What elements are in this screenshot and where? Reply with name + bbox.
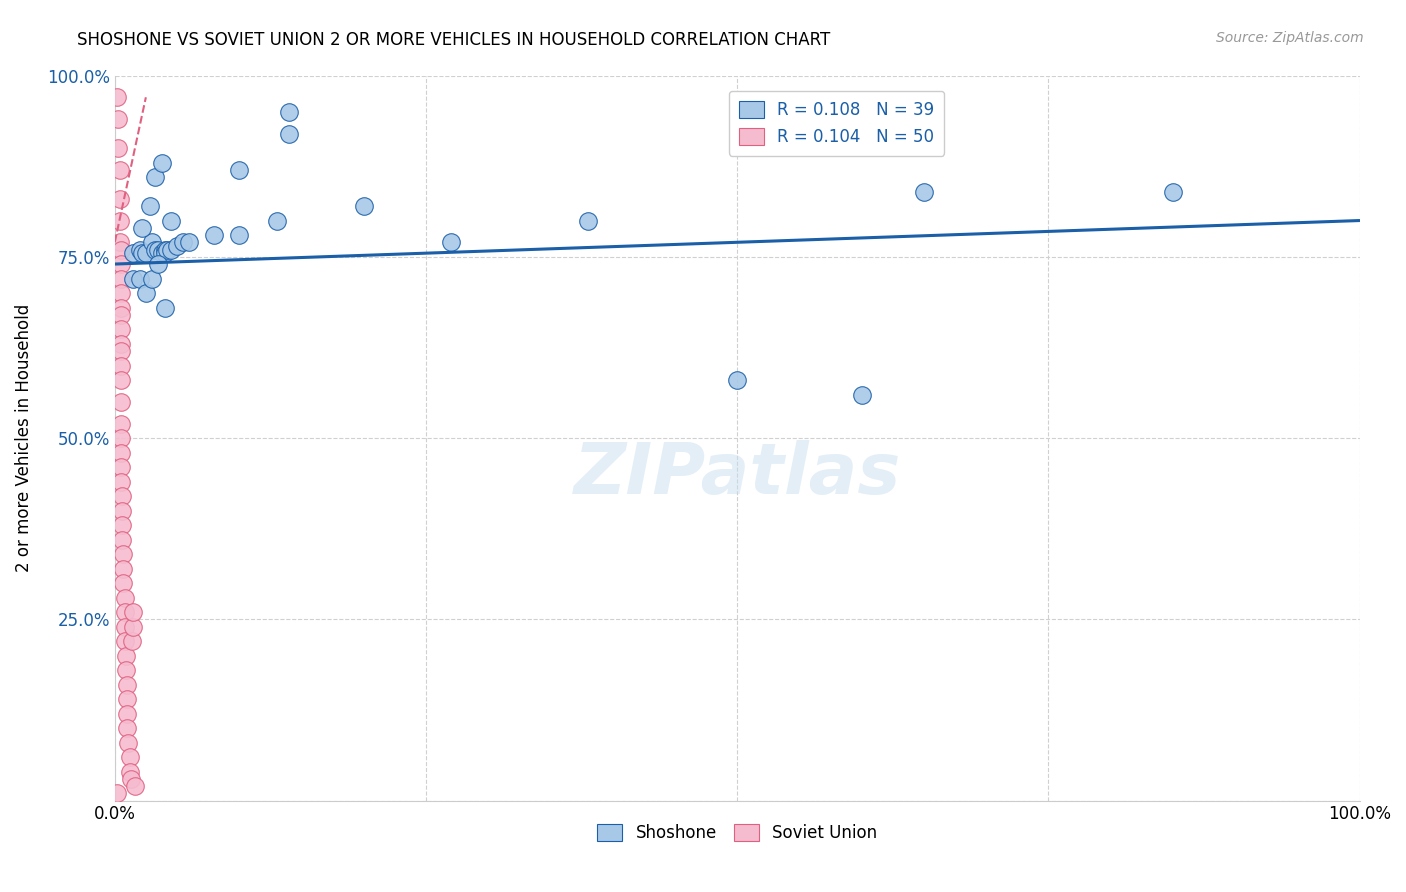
Point bbox=[111, 489, 134, 503]
Legend: R = 0.108   N = 39, R = 0.104   N = 50: R = 0.108 N = 39, R = 0.104 N = 50 bbox=[728, 91, 945, 156]
Point bbox=[111, 533, 134, 547]
Point bbox=[122, 271, 145, 285]
Point bbox=[110, 431, 132, 445]
Point bbox=[131, 220, 153, 235]
Point bbox=[107, 112, 129, 126]
Point bbox=[108, 162, 131, 177]
Point bbox=[115, 721, 138, 735]
Point bbox=[912, 185, 935, 199]
Point bbox=[111, 518, 134, 533]
Point bbox=[159, 243, 181, 257]
Point bbox=[110, 344, 132, 359]
Point bbox=[112, 576, 135, 591]
Point bbox=[112, 561, 135, 575]
Point bbox=[141, 271, 163, 285]
Y-axis label: 2 or more Vehicles in Household: 2 or more Vehicles in Household bbox=[15, 304, 32, 572]
Point bbox=[117, 736, 139, 750]
Point bbox=[110, 475, 132, 489]
Text: ZIPatlas: ZIPatlas bbox=[574, 440, 901, 508]
Point bbox=[576, 213, 599, 227]
Point bbox=[105, 90, 128, 104]
Point bbox=[440, 235, 463, 250]
Point bbox=[110, 417, 132, 431]
Point bbox=[115, 706, 138, 721]
Text: SHOSHONE VS SOVIET UNION 2 OR MORE VEHICLES IN HOUSEHOLD CORRELATION CHART: SHOSHONE VS SOVIET UNION 2 OR MORE VEHIC… bbox=[77, 31, 831, 49]
Point bbox=[118, 764, 141, 779]
Point bbox=[1161, 185, 1184, 199]
Point bbox=[141, 235, 163, 250]
Point bbox=[138, 199, 160, 213]
Point bbox=[278, 104, 301, 119]
Point bbox=[110, 257, 132, 271]
Point bbox=[228, 162, 250, 177]
Point bbox=[115, 663, 138, 677]
Point bbox=[131, 246, 153, 260]
Point bbox=[128, 243, 150, 257]
Point bbox=[115, 648, 138, 663]
Point bbox=[150, 246, 173, 260]
Point bbox=[108, 213, 131, 227]
Point bbox=[122, 246, 145, 260]
Point bbox=[153, 246, 176, 260]
Point bbox=[851, 387, 873, 401]
Point bbox=[124, 779, 146, 793]
Point bbox=[105, 786, 128, 800]
Point bbox=[278, 127, 301, 141]
Point bbox=[112, 547, 135, 561]
Point bbox=[120, 772, 142, 786]
Point bbox=[110, 271, 132, 285]
Point bbox=[122, 619, 145, 633]
Point bbox=[228, 227, 250, 242]
Point bbox=[143, 243, 166, 257]
Point bbox=[110, 286, 132, 301]
Point bbox=[111, 503, 134, 517]
Point bbox=[150, 155, 173, 169]
Point bbox=[153, 243, 176, 257]
Point bbox=[156, 243, 179, 257]
Point bbox=[143, 169, 166, 184]
Point bbox=[159, 213, 181, 227]
Point bbox=[115, 677, 138, 691]
Point bbox=[110, 301, 132, 315]
Point bbox=[153, 301, 176, 315]
Point bbox=[148, 257, 170, 271]
Point bbox=[122, 605, 145, 619]
Point bbox=[148, 243, 170, 257]
Point bbox=[202, 227, 225, 242]
Point bbox=[114, 605, 136, 619]
Point bbox=[108, 192, 131, 206]
Point bbox=[110, 394, 132, 409]
Point bbox=[110, 322, 132, 336]
Point bbox=[118, 750, 141, 764]
Point bbox=[110, 373, 132, 387]
Point bbox=[110, 460, 132, 475]
Point bbox=[172, 235, 194, 250]
Point bbox=[108, 235, 131, 250]
Point bbox=[266, 213, 288, 227]
Point bbox=[110, 243, 132, 257]
Point bbox=[166, 239, 188, 253]
Point bbox=[110, 359, 132, 373]
Point bbox=[107, 141, 129, 155]
Point bbox=[725, 373, 748, 387]
Point bbox=[121, 634, 143, 648]
Point bbox=[135, 286, 157, 301]
Point bbox=[110, 336, 132, 351]
Point bbox=[110, 308, 132, 322]
Text: Source: ZipAtlas.com: Source: ZipAtlas.com bbox=[1216, 31, 1364, 45]
Point bbox=[114, 591, 136, 605]
Point bbox=[135, 246, 157, 260]
Point bbox=[115, 692, 138, 706]
Point bbox=[128, 271, 150, 285]
Point bbox=[110, 445, 132, 459]
Point bbox=[114, 634, 136, 648]
Point bbox=[353, 199, 375, 213]
Point bbox=[114, 619, 136, 633]
Point bbox=[179, 235, 201, 250]
